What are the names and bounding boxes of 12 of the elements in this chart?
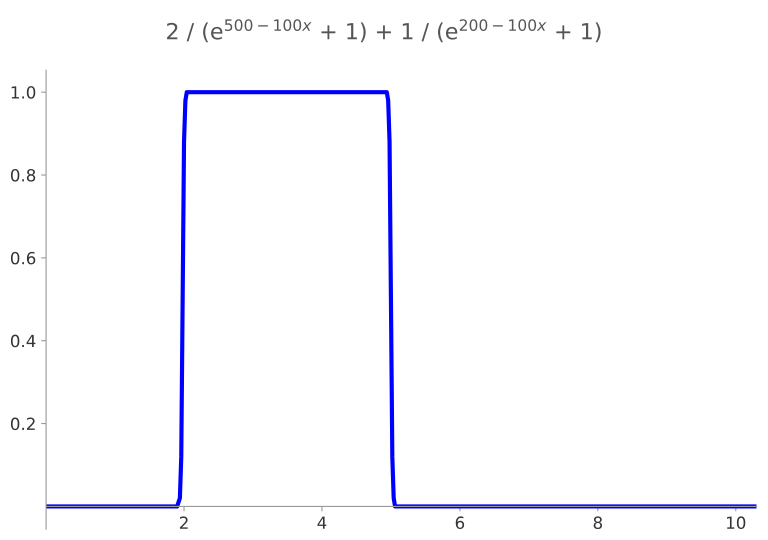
x-tick-label: 4 (317, 516, 326, 529)
y-tick-label: 1.0 (12, 86, 36, 99)
x-tick-label: 8 (594, 516, 602, 530)
chart-title: 2 / (e$^{500−100x}$ + 1) + 1 / (e$^{200−100x}$ + 1) (167, 19, 601, 42)
x-tick-label: 2 (180, 516, 188, 529)
y-tick-label: 0.8 (10, 168, 36, 182)
y-tick-label: 0.2 (10, 418, 35, 430)
y-tick-label: 0.4 (10, 334, 36, 348)
x-tick-label: 6 (456, 516, 464, 530)
x-tick-label: 10 (727, 516, 746, 530)
line-series (46, 90, 756, 508)
y-tick-label: 0.6 (10, 252, 36, 264)
